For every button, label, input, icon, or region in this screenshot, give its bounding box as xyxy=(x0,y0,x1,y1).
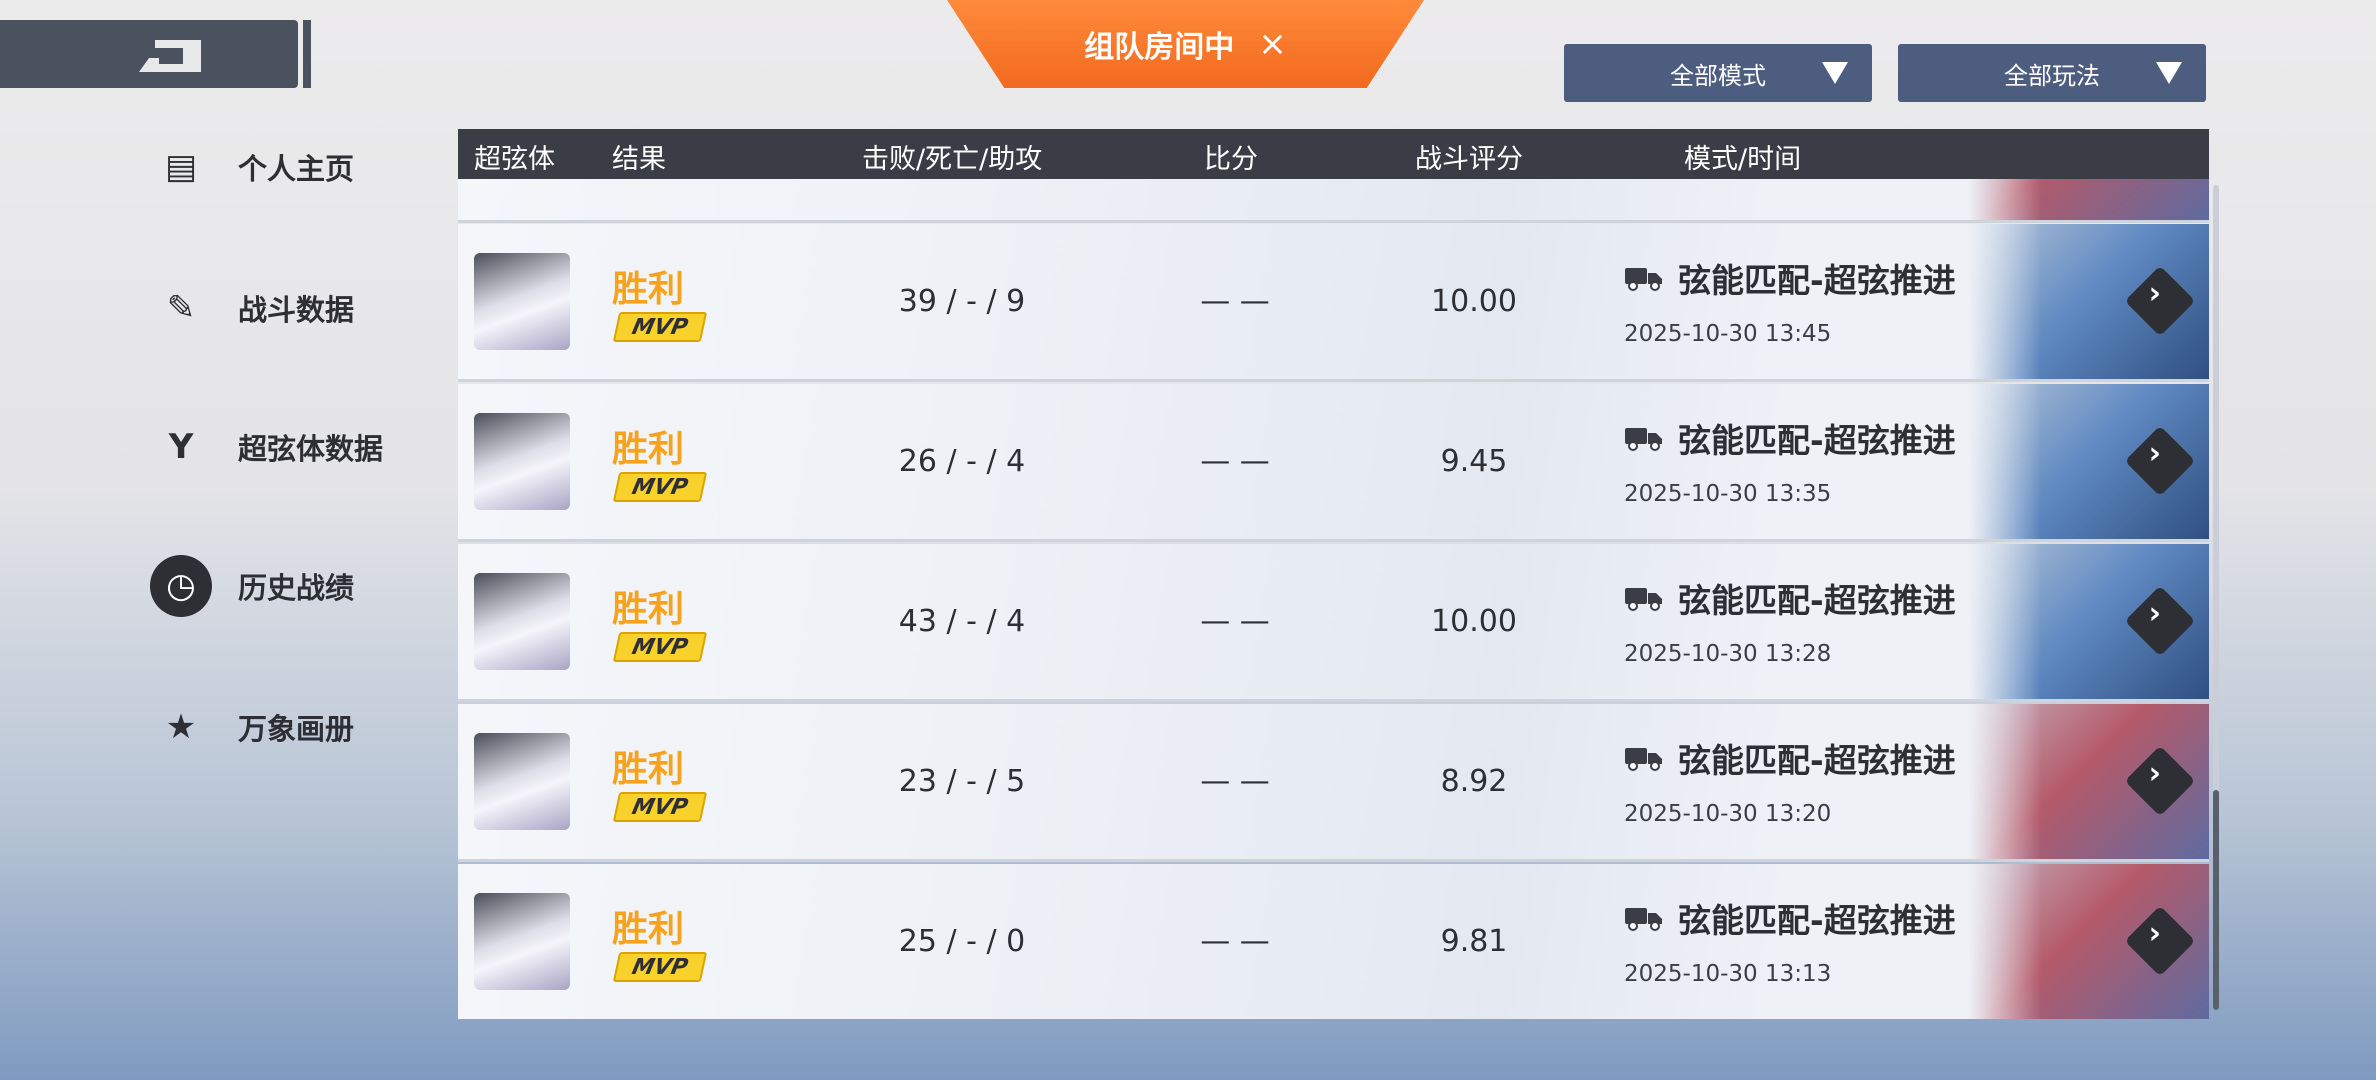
sidebar-item-3[interactable]: ◷ 历史战绩 xyxy=(150,555,354,617)
truck-icon xyxy=(1625,268,1662,291)
chevron-right-icon: › xyxy=(2148,916,2162,952)
character-avatar xyxy=(474,413,570,510)
mode-name: 弦能匹配-超弦推进 xyxy=(1678,741,1956,780)
mvp-badge: MVP xyxy=(612,792,708,822)
chevron-right-icon: › xyxy=(2148,756,2162,792)
table-header: 超弦体 结果 击败/死亡/助攻 比分 战斗评分 模式/时间 xyxy=(458,129,2209,179)
table-row-partial[interactable] xyxy=(458,179,2209,220)
score-value: — — xyxy=(1200,604,1270,639)
truck-icon xyxy=(1625,748,1662,771)
table-row[interactable]: 胜利 MVP 39 / - / 9 — — 10.00 弦能匹配-超弦推进 20… xyxy=(458,224,2209,379)
rating-value: 9.45 xyxy=(1440,444,1508,479)
result-text: 胜利 xyxy=(612,429,685,470)
result-text: 胜利 xyxy=(612,269,685,310)
sidebar-item-0[interactable]: ▤ 个人主页 xyxy=(150,136,354,198)
character-avatar xyxy=(474,733,570,830)
sidebar-item-label: 历史战绩 xyxy=(238,571,355,605)
mode-name: 弦能匹配-超弦推进 xyxy=(1678,901,1956,940)
truck-icon xyxy=(1625,428,1662,451)
match-history-list[interactable]: 胜利 MVP 39 / - / 9 — — 10.00 弦能匹配-超弦推进 20… xyxy=(458,179,2209,1019)
team-room-label: 组队房间中 xyxy=(1084,30,1235,65)
sidebar-item-4[interactable]: ★ 万象画册 xyxy=(150,696,354,758)
header-mode-time: 模式/时间 xyxy=(1684,144,1802,175)
header-rating: 战斗评分 xyxy=(1415,144,1523,175)
rating-value: 10.00 xyxy=(1431,284,1517,319)
emblem-icon: Y xyxy=(168,427,194,467)
map-thumbnail xyxy=(1969,179,2209,220)
result-text: 胜利 xyxy=(612,749,685,790)
rating-value: 9.81 xyxy=(1440,924,1508,959)
score-value: — — xyxy=(1200,924,1270,959)
sidebar-item-label: 个人主页 xyxy=(238,152,355,186)
mode-filter-dropdown[interactable]: 全部模式 xyxy=(1564,44,1872,102)
character-avatar xyxy=(474,893,570,990)
scrollbar[interactable] xyxy=(2213,185,2219,1010)
kda-value: 26 / - / 4 xyxy=(898,444,1026,479)
match-time: 2025-10-30 13:35 xyxy=(1624,481,1832,507)
truck-icon xyxy=(1625,588,1662,611)
match-time: 2025-10-30 13:45 xyxy=(1624,321,1832,347)
result-text: 胜利 xyxy=(612,909,685,950)
match-time: 2025-10-30 13:20 xyxy=(1624,801,1832,827)
kda-value: 25 / - / 0 xyxy=(898,924,1026,959)
score-value: — — xyxy=(1200,444,1270,479)
sidebar-item-label: 战斗数据 xyxy=(238,293,355,327)
kda-value: 23 / - / 5 xyxy=(898,764,1026,799)
table-row[interactable]: 胜利 MVP 43 / - / 4 — — 10.00 弦能匹配-超弦推进 20… xyxy=(458,544,2209,699)
truck-icon xyxy=(1625,908,1662,931)
sidebar-item-1[interactable]: ✎ 战斗数据 xyxy=(150,277,354,339)
header-kda: 击败/死亡/助攻 xyxy=(862,144,1043,175)
gameplay-filter-dropdown[interactable]: 全部玩法 xyxy=(1898,44,2206,102)
table-row[interactable]: 胜利 MVP 26 / - / 4 — — 9.45 弦能匹配-超弦推进 202… xyxy=(458,384,2209,539)
id-card-icon: ▤ xyxy=(164,147,198,187)
team-room-tab[interactable]: 组队房间中 × xyxy=(947,0,1424,88)
header-score: 比分 xyxy=(1204,144,1258,175)
mode-filter-label: 全部模式 xyxy=(1670,61,1766,90)
rating-value: 8.92 xyxy=(1440,764,1508,799)
table-row[interactable]: 胜利 MVP 23 / - / 5 — — 8.92 弦能匹配-超弦推进 202… xyxy=(458,704,2209,859)
character-avatar xyxy=(474,573,570,670)
dropdown-triangle-icon xyxy=(1822,62,1848,84)
score-value: — — xyxy=(1200,764,1270,799)
chevron-right-icon: › xyxy=(2148,276,2162,312)
result-text: 胜利 xyxy=(612,589,685,630)
character-avatar xyxy=(474,253,570,350)
kda-value: 39 / - / 9 xyxy=(898,284,1026,319)
mvp-badge: MVP xyxy=(612,312,708,342)
notepad-pen-icon: ✎ xyxy=(166,288,196,328)
bookmark-star-icon: ★ xyxy=(165,707,197,747)
mvp-badge: MVP xyxy=(612,632,708,662)
match-time: 2025-10-30 13:13 xyxy=(1624,961,1832,987)
chevron-right-icon: › xyxy=(2148,596,2162,632)
table-row[interactable]: 胜利 MVP 25 / - / 0 — — 9.81 弦能匹配-超弦推进 202… xyxy=(458,864,2209,1019)
mode-name: 弦能匹配-超弦推进 xyxy=(1678,421,1956,460)
close-icon[interactable]: × xyxy=(1258,24,1287,64)
history-clock-icon: ◷ xyxy=(150,555,212,617)
rating-value: 10.00 xyxy=(1431,604,1517,639)
mode-name: 弦能匹配-超弦推进 xyxy=(1678,581,1956,620)
mvp-badge: MVP xyxy=(612,952,708,982)
divider xyxy=(303,20,311,88)
score-value: — — xyxy=(1200,284,1270,319)
gameplay-filter-label: 全部玩法 xyxy=(2004,61,2100,90)
match-time: 2025-10-30 13:28 xyxy=(1624,641,1832,667)
mvp-badge: MVP xyxy=(612,472,708,502)
sidebar-item-label: 万象画册 xyxy=(238,712,355,746)
dropdown-triangle-icon xyxy=(2156,62,2182,84)
mode-name: 弦能匹配-超弦推进 xyxy=(1678,261,1956,300)
sidebar-item-2[interactable]: Y 超弦体数据 xyxy=(150,416,383,478)
back-arrow-icon xyxy=(139,40,201,72)
kda-value: 43 / - / 4 xyxy=(898,604,1026,639)
header-result: 结果 xyxy=(612,144,666,175)
sidebar-item-label: 超弦体数据 xyxy=(238,432,384,466)
scrollbar-thumb[interactable] xyxy=(2213,790,2219,1010)
header-character: 超弦体 xyxy=(474,144,555,175)
back-button[interactable] xyxy=(0,20,298,88)
chevron-right-icon: › xyxy=(2148,436,2162,472)
